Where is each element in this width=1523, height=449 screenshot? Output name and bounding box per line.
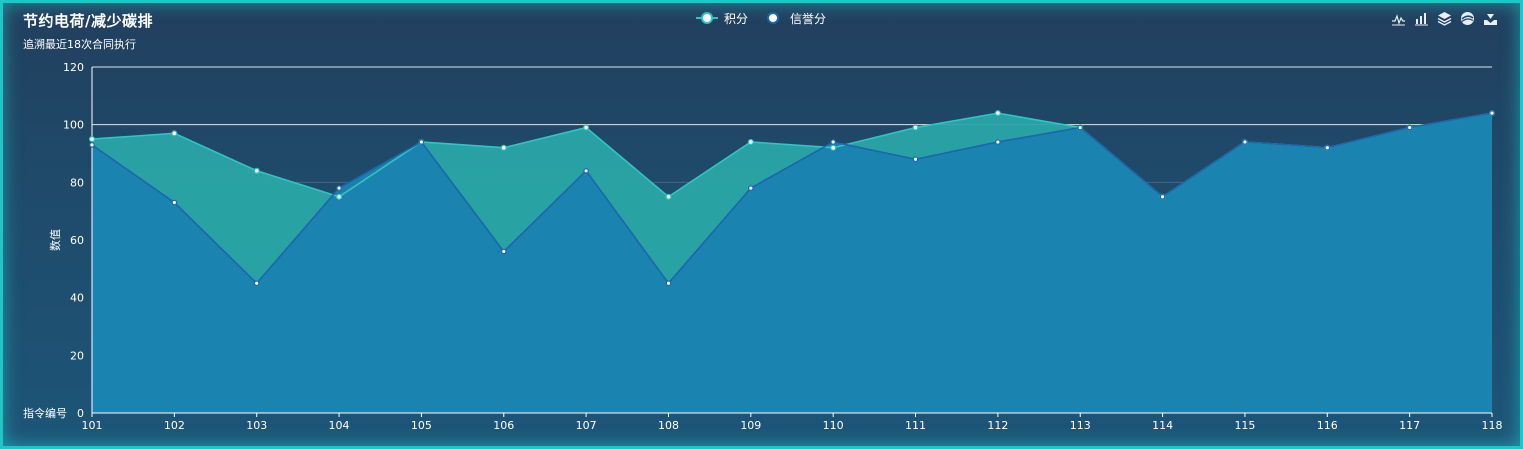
data-point-series-1 (994, 110, 1001, 117)
y-tick-label: 20 (70, 349, 84, 362)
legend-symbol-icon (696, 12, 718, 24)
data-point-series-2 (1242, 139, 1248, 145)
x-tick-label: 115 (1234, 419, 1255, 432)
data-point-series-2 (1489, 110, 1495, 116)
data-point-series-1 (171, 130, 178, 137)
data-point-series-2 (665, 280, 672, 287)
line-chart-icon[interactable] (1391, 11, 1406, 26)
data-point-series-2 (253, 280, 260, 287)
x-tick-label: 117 (1399, 419, 1420, 432)
legend: 积分 信誉分 (696, 9, 826, 27)
x-tick-label: 102 (164, 419, 185, 432)
data-point-series-2 (1406, 124, 1413, 131)
data-point-series-1 (830, 144, 837, 151)
y-tick-label: 60 (70, 234, 84, 247)
data-point-series-1 (912, 124, 919, 131)
data-point-series-2 (500, 248, 507, 255)
data-point-series-1 (253, 167, 260, 174)
x-tick-label: 112 (987, 419, 1008, 432)
toolbox (1391, 11, 1498, 26)
x-tick-label: 108 (658, 419, 679, 432)
bar-chart-icon[interactable] (1414, 11, 1429, 26)
data-point-series-1 (88, 136, 95, 143)
data-point-series-2 (1077, 124, 1084, 131)
legend-symbol-icon (762, 12, 784, 24)
y-tick-label: 80 (70, 176, 84, 189)
area-chart: 0 20 40 60 80 100 120 101 102 103 104 105 106 107 108 1… (23, 61, 1503, 432)
x-tick-label: 111 (905, 419, 926, 432)
legend-item-series-1[interactable]: 积分 (696, 10, 748, 27)
series-line-2 (91, 112, 1493, 285)
data-point-series-2 (336, 185, 342, 191)
x-tick-label: 105 (411, 419, 432, 432)
y-tick-label: 40 (70, 292, 84, 305)
x-tick-label: 107 (576, 419, 597, 432)
x-tick-label: 103 (246, 419, 267, 432)
x-tick-label: 118 (1482, 419, 1503, 432)
data-point-series-2 (1159, 193, 1166, 200)
chart-title: 节约电荷/减少碳排 (23, 12, 153, 30)
download-icon[interactable] (1483, 11, 1498, 26)
x-tick-label: 109 (740, 419, 761, 432)
x-tick-label: 113 (1070, 419, 1091, 432)
data-point-series-1 (500, 144, 507, 151)
y-axis-label: 数值 (49, 229, 62, 251)
legend-label: 信誉分 (790, 11, 827, 26)
data-point-series-2 (1324, 144, 1331, 151)
stack-icon[interactable] (1437, 11, 1452, 26)
data-point-series-2 (418, 139, 425, 145)
data-point-series-1 (747, 138, 754, 145)
data-point-series-2 (830, 139, 836, 145)
data-point-series-1 (336, 193, 343, 200)
y-tick-label: 0 (77, 407, 84, 420)
x-axis-label: 指令编号 (23, 406, 67, 420)
x-tick-label: 101 (82, 419, 103, 432)
data-point-series-1 (583, 124, 590, 131)
legend-item-series-2[interactable]: 信誉分 (762, 10, 826, 27)
data-point-series-2 (89, 142, 95, 148)
data-point-series-2 (995, 139, 1001, 145)
data-point-series-2 (171, 199, 178, 206)
data-point-series-1 (665, 193, 672, 200)
x-tick-label: 110 (823, 419, 844, 432)
legend-label: 积分 (724, 11, 749, 26)
x-tick-label: 114 (1152, 419, 1173, 432)
series-area-2 (92, 113, 1492, 413)
y-tick-label: 100 (63, 119, 84, 132)
data-point-series-2 (912, 156, 919, 163)
data-point-series-2 (583, 168, 589, 174)
chart-subtitle: 追溯最近18次合同执行 (23, 38, 136, 51)
x-tick-label: 106 (493, 419, 514, 432)
restore-icon[interactable] (1460, 11, 1475, 26)
y-tick-label: 120 (63, 61, 84, 74)
x-tick-label: 116 (1317, 419, 1338, 432)
x-tick-label: 104 (329, 419, 350, 432)
data-point-series-2 (748, 185, 754, 191)
